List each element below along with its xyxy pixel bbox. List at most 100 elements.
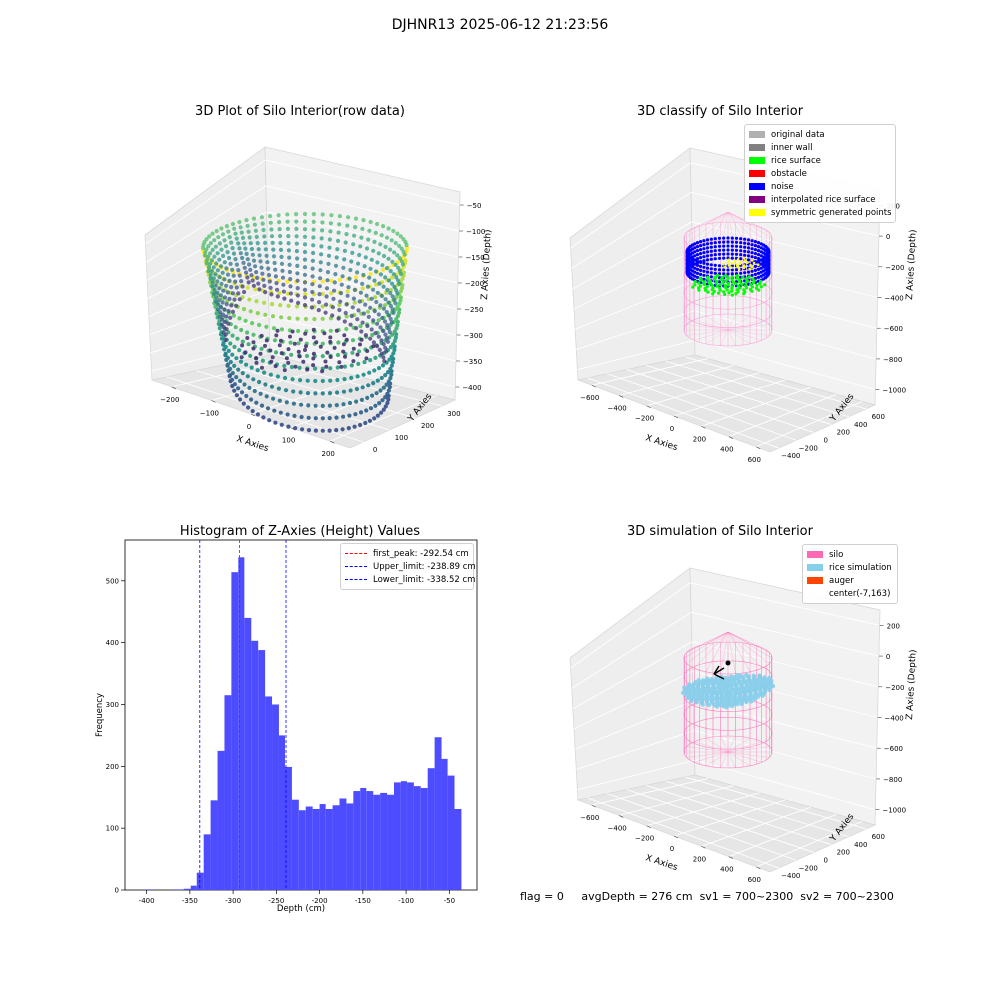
cloud-point — [204, 261, 209, 266]
cloud-point — [398, 234, 403, 239]
cloud-point — [320, 304, 325, 309]
noise-point — [734, 236, 739, 240]
z-tick-label: −250 — [464, 306, 483, 314]
cloud-point — [394, 317, 399, 322]
z-gridline — [570, 582, 691, 669]
noise-point — [756, 241, 761, 245]
cloud-point — [356, 308, 361, 313]
cloud-point — [376, 251, 381, 256]
cloud-point — [285, 412, 290, 417]
cloud-point — [383, 244, 388, 249]
cloud-point — [365, 323, 370, 329]
x-tick-label: −400 — [608, 824, 627, 832]
cloud-point — [255, 241, 260, 246]
cloud-point — [215, 251, 220, 256]
cloud-point — [230, 246, 235, 251]
cloud-point — [336, 316, 341, 321]
x-gridline — [673, 799, 786, 837]
histogram-bar — [176, 889, 181, 890]
noise-point — [739, 237, 743, 241]
cloud-point — [387, 385, 392, 390]
cloud-point — [392, 329, 397, 334]
silo-base-line — [686, 329, 729, 336]
cloud-point — [216, 302, 221, 307]
cloud-point — [388, 345, 393, 350]
legend-swatch — [749, 144, 765, 151]
cloud-point — [353, 275, 359, 280]
symmetric-point — [742, 257, 746, 260]
cloud-point — [375, 290, 380, 295]
cloud-point — [303, 292, 308, 297]
cloud-point — [238, 359, 244, 364]
z-gridline — [571, 191, 692, 269]
cloud-point — [253, 264, 258, 269]
legend-item: center(-7,163) — [807, 587, 893, 600]
cloud-point — [365, 309, 371, 314]
silo-base-line — [727, 751, 770, 758]
z-gridline — [146, 185, 267, 263]
rice-simulation-point — [709, 677, 714, 682]
silo-roof-line — [727, 211, 751, 252]
histogram-bar — [265, 696, 273, 890]
raw-x-axis-label: X Axies — [235, 434, 270, 454]
cloud-point — [317, 284, 322, 289]
cloud-point — [244, 218, 249, 223]
cloud-point — [222, 238, 227, 243]
cloud-point — [351, 346, 356, 351]
cloud-point — [205, 257, 210, 263]
x-tick-label: -150 — [355, 897, 371, 905]
cloud-point — [380, 398, 385, 403]
cloud-point — [386, 300, 391, 305]
cloud-point — [247, 262, 252, 267]
cloud-point — [283, 388, 289, 393]
cloud-point — [371, 381, 376, 386]
y-tick-label: 600 — [872, 413, 885, 421]
cloud-point — [368, 305, 373, 310]
rice-surface-point — [730, 278, 734, 282]
cloud-point — [388, 269, 393, 274]
cloud-point — [226, 348, 231, 353]
cloud-point — [243, 246, 248, 251]
symmetric-point — [748, 267, 751, 271]
cloud-point — [254, 400, 259, 405]
cloud-point — [341, 414, 346, 419]
x-gridline — [728, 813, 837, 857]
cloud-point — [359, 329, 364, 334]
cloud-point — [275, 294, 280, 299]
sv1-text: sv1 = 700~2300 — [699, 890, 794, 903]
cloud-point — [270, 355, 275, 360]
cloud-point — [249, 246, 254, 252]
cloud-point — [247, 385, 252, 390]
cloud-point — [295, 278, 300, 283]
cloud-point — [373, 331, 378, 336]
cloud-point — [240, 339, 245, 344]
cloud-point — [394, 288, 399, 293]
legend-item: Upper_limit: -238.89 cm — [345, 560, 476, 573]
silo-roof-line — [727, 631, 762, 648]
cloud-point — [330, 305, 335, 310]
rice-surface-point — [730, 289, 734, 293]
cloud-point — [276, 213, 281, 218]
noise-point — [693, 266, 697, 270]
x-tick-label: −200 — [635, 415, 654, 423]
silo-roof-line — [686, 631, 729, 653]
noise-point — [730, 256, 734, 260]
rice-surface-point — [713, 275, 717, 279]
legend-swatch — [749, 196, 765, 203]
rice-simulation-point — [752, 696, 758, 702]
cloud-point — [237, 297, 242, 302]
cloud-point — [313, 416, 318, 421]
noise-point — [695, 249, 700, 253]
cloud-point — [382, 303, 388, 308]
histogram-plot: -400 -350 -300 -250 -200 -150 -100 -50 0 100 200 30… — [95, 539, 478, 914]
x-tick-label: 200 — [693, 855, 706, 863]
cloud-point — [273, 267, 278, 272]
histogram-bar — [190, 885, 197, 890]
noise-point — [709, 245, 713, 249]
rice-surface-point — [749, 282, 753, 287]
cloud-point — [332, 345, 337, 350]
legend-line — [345, 566, 367, 567]
cloud-point — [278, 410, 283, 415]
rice-simulation-point — [748, 699, 754, 704]
classify-silo-wireframe — [683, 211, 773, 347]
